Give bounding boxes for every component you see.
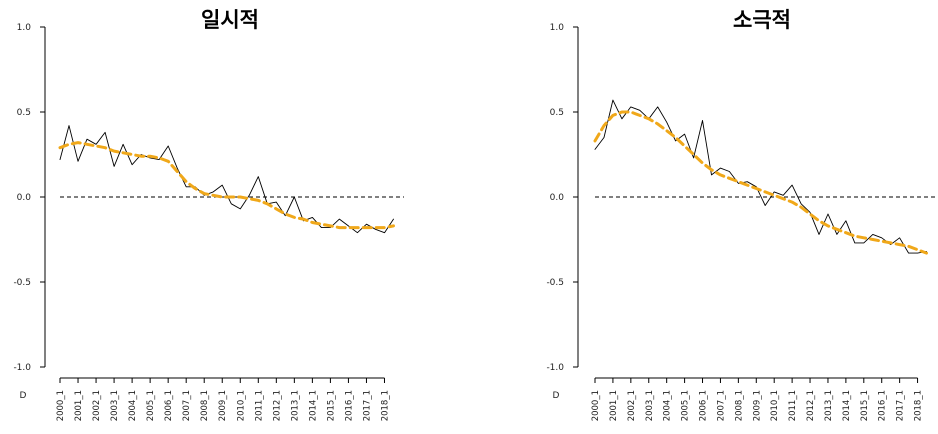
x-tick-label: 2017_1	[362, 390, 372, 421]
x-tick-label: 2009_1	[752, 390, 762, 421]
x-tick-label: 2009_1	[218, 390, 228, 421]
x-tick-label: 2002_1	[92, 390, 102, 421]
x-tick-label: 2016_1	[344, 390, 354, 421]
x-tick-label: 2006_1	[164, 390, 174, 421]
y-tick-label: 0.0	[17, 193, 32, 203]
x-tick-label: 2012_1	[272, 390, 282, 421]
x-tick-label: 2018_1	[914, 390, 924, 421]
x-tick-label: 2011_1	[788, 390, 798, 421]
x-tick-label: 2007_1	[182, 390, 192, 421]
y-tick-label: -1.0	[13, 363, 31, 373]
x-tick-label: 2006_1	[699, 390, 709, 421]
x-tick-label: 2004_1	[128, 390, 138, 421]
x-tick-label: 2004_1	[663, 390, 673, 421]
x-tick-label: 2007_1	[716, 390, 726, 421]
x-tick-label: 2008_1	[200, 390, 210, 421]
x-tick-label: 2015_1	[326, 390, 336, 421]
x-tick-label: 2014_1	[308, 390, 318, 421]
x-tick-label: 2013_1	[290, 390, 300, 421]
x-tick-label: 2014_1	[842, 390, 852, 421]
panel-right: 소극적 1.0 0.5 0.0 -0.5 -1.0 2000_1 2001_1 2002_1 20…	[546, 8, 937, 421]
x-tick-label: 2015_1	[860, 390, 870, 421]
y-tick-label: -0.5	[546, 278, 564, 288]
x-tick-label: 2010_1	[236, 390, 246, 421]
x-tick-label: 2016_1	[878, 390, 888, 421]
x-tick-label: 2002_1	[627, 390, 637, 421]
chart-title: 일시적	[201, 8, 259, 32]
x-tick-label: 2008_1	[734, 390, 744, 421]
x-tick-label: 2005_1	[146, 390, 156, 421]
x-tick-label: 2001_1	[609, 390, 619, 421]
y-tick-label: 0.0	[550, 193, 565, 203]
corner-label: D	[20, 391, 27, 401]
x-tick-label: 2000_1	[591, 390, 601, 421]
x-tick-label: 2003_1	[645, 390, 655, 421]
x-tick-label: 2018_1	[380, 390, 390, 421]
x-tick-label: 2011_1	[254, 390, 264, 421]
trend-line-dashed	[593, 110, 928, 255]
corner-label: D	[553, 391, 560, 401]
y-tick-label: 0.5	[550, 108, 564, 118]
chart-title: 소극적	[733, 8, 791, 32]
y-tick-label: 0.5	[17, 108, 31, 118]
x-tick-label: 2012_1	[806, 390, 816, 421]
x-tick-label: 2003_1	[110, 390, 120, 421]
trend-line-dashed	[58, 141, 395, 230]
data-line-solid	[594, 99, 927, 254]
y-tick-label: -0.5	[13, 278, 31, 288]
x-tick-label: 2005_1	[681, 390, 691, 421]
x-tick-label: 2017_1	[896, 390, 906, 421]
y-tick-label: -1.0	[546, 363, 564, 373]
x-tick-label: 2000_1	[56, 390, 66, 421]
y-tick-label: 1.0	[550, 23, 565, 33]
data-line-solid	[59, 125, 394, 234]
x-tick-label: 2013_1	[824, 390, 834, 421]
x-tick-label: 2001_1	[74, 390, 84, 421]
y-tick-label: 1.0	[17, 23, 32, 33]
x-tick-label: 2010_1	[770, 390, 780, 421]
panel-left: 일시적 1.0 0.5 0.0 -0.5 -1.0 2000_1 2001_1 2002_1 20…	[13, 8, 404, 421]
